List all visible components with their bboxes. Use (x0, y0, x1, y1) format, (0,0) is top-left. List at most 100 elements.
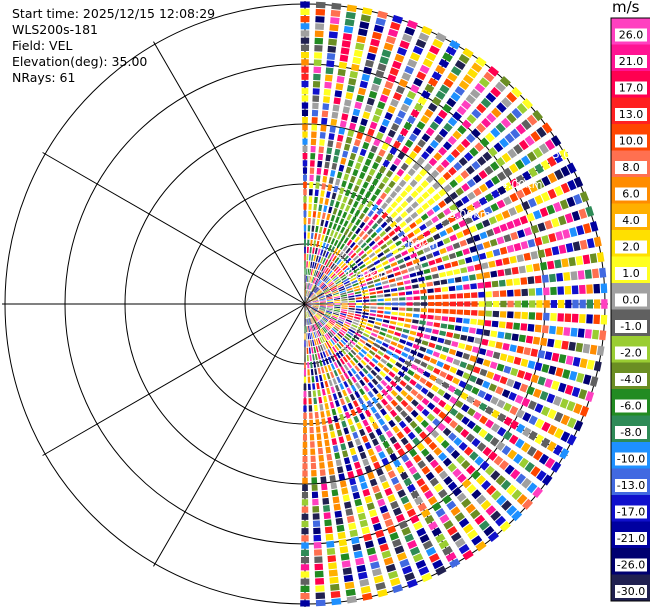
velocity-gate (390, 261, 398, 267)
velocity-gate (384, 338, 391, 344)
velocity-gate (357, 326, 365, 332)
velocity-gate (327, 364, 332, 372)
velocity-gate (362, 141, 370, 150)
velocity-gate (408, 133, 418, 142)
velocity-gate (456, 143, 466, 153)
velocity-gate (328, 38, 337, 46)
velocity-gate (374, 282, 382, 287)
velocity-gate (303, 174, 307, 181)
velocity-gate (504, 464, 515, 475)
velocity-gate (330, 263, 335, 269)
velocity-gate (488, 260, 496, 268)
velocity-gate (346, 239, 353, 246)
velocity-gate (544, 220, 553, 230)
velocity-gate (483, 271, 491, 279)
velocity-gate (401, 269, 408, 275)
velocity-gate (312, 298, 319, 302)
velocity-gate (308, 275, 310, 283)
velocity-gate (449, 293, 456, 299)
velocity-gate (394, 53, 405, 63)
velocity-gate (435, 32, 447, 43)
velocity-gate (479, 183, 488, 193)
velocity-gate (385, 446, 394, 455)
velocity-gate (346, 287, 353, 292)
velocity-gate (382, 260, 389, 266)
velocity-gate (506, 505, 518, 517)
velocity-gate (348, 298, 355, 301)
velocity-gate (392, 584, 403, 594)
velocity-gate (302, 470, 308, 477)
velocity-gate (319, 197, 324, 204)
velocity-gate (305, 302, 312, 304)
velocity-gate (403, 477, 413, 487)
velocity-gate (371, 256, 378, 262)
velocity-gate (311, 477, 318, 484)
velocity-gate (377, 302, 384, 306)
velocity-gate (514, 394, 524, 404)
velocity-gate (341, 40, 351, 48)
velocity-gate (308, 325, 310, 333)
velocity-gate (354, 313, 362, 317)
velocity-gate (403, 121, 413, 131)
velocity-gate (554, 259, 562, 269)
velocity-gate (455, 317, 463, 323)
velocity-gate (371, 178, 379, 186)
velocity-gate (361, 197, 368, 205)
velocity-gate (348, 305, 355, 308)
start-time-label: Start time: 2025/12/15 12:08:29 (12, 6, 216, 21)
colorbar-tick: -21.0 (617, 532, 645, 545)
velocity-gate (469, 225, 478, 233)
velocity-gate (343, 143, 351, 151)
velocity-gate (433, 367, 441, 375)
velocity-gate (320, 219, 325, 227)
velocity-gate (385, 384, 393, 392)
velocity-gate (312, 305, 319, 308)
velocity-gate (336, 75, 345, 84)
velocity-gate (456, 293, 464, 299)
velocity-gate (324, 235, 329, 243)
velocity-gate (530, 251, 539, 260)
velocity-gate (416, 196, 425, 205)
velocity-gate (356, 35, 367, 44)
velocity-gate (495, 515, 506, 527)
velocity-gate (333, 369, 339, 377)
velocity-gate (310, 294, 315, 299)
colorbar-tick-bg (615, 161, 647, 174)
velocity-gate (366, 353, 373, 360)
velocity-gate (396, 134, 405, 143)
velocity-gate (419, 283, 426, 288)
velocity-gate (427, 197, 436, 206)
velocity-gate (305, 297, 308, 304)
velocity-gate (359, 80, 369, 89)
velocity-gate (302, 160, 308, 167)
velocity-gate (411, 324, 418, 330)
velocity-gate (543, 312, 550, 321)
velocity-gate (402, 274, 410, 280)
velocity-gate (466, 484, 477, 494)
velocity-gate (355, 311, 362, 314)
velocity-gate (460, 267, 468, 274)
velocity-gate (330, 287, 337, 292)
velocity-gate (424, 514, 435, 525)
velocity-gate (332, 337, 338, 344)
velocity-gate (307, 326, 309, 333)
velocity-gate (331, 408, 337, 416)
velocity-gate (324, 325, 330, 331)
velocity-gate (403, 226, 411, 234)
velocity-gate (308, 261, 311, 268)
velocity-gate (389, 220, 397, 228)
velocity-gate (319, 264, 323, 271)
velocity-gate (565, 242, 574, 253)
velocity-gate (388, 345, 396, 351)
velocity-gate (317, 153, 324, 161)
velocity-gate (377, 294, 384, 298)
velocity-gate (507, 449, 518, 460)
velocity-gate (331, 315, 338, 319)
velocity-gate (458, 380, 467, 389)
velocity-gate (311, 324, 315, 332)
velocity-gate (334, 303, 341, 305)
velocity-gate (330, 316, 337, 321)
velocity-gate (308, 283, 311, 290)
velocity-gate (422, 58, 433, 68)
velocity-gate (330, 118, 338, 126)
